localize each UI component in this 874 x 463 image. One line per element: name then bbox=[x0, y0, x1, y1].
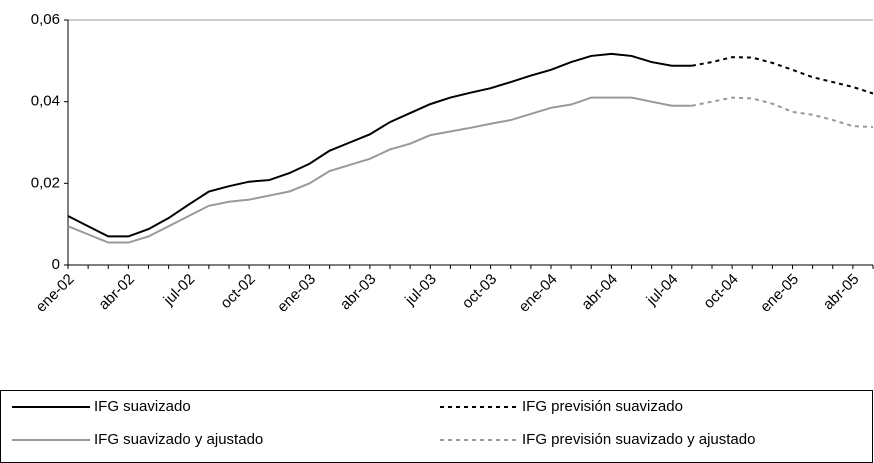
series-line bbox=[691, 56, 874, 95]
series-line bbox=[691, 96, 874, 128]
x-tick-label: jul-04 bbox=[643, 271, 682, 310]
x-tick-label: oct-03 bbox=[459, 271, 501, 313]
y-tick-label: 0 bbox=[52, 256, 60, 273]
x-tick-label: abr-04 bbox=[578, 271, 621, 314]
x-tick-label: ene-03 bbox=[274, 271, 319, 316]
y-tick-label: 0,02 bbox=[31, 174, 60, 191]
series-line bbox=[67, 52, 692, 238]
series-line bbox=[67, 96, 692, 244]
x-tick-label: ene-04 bbox=[516, 271, 561, 316]
x-tick-label: abr-05 bbox=[820, 271, 863, 314]
legend-label: IFG suavizado y ajustado bbox=[94, 431, 263, 448]
x-tick-label: abr-02 bbox=[95, 271, 138, 314]
y-tick-label: 0,06 bbox=[31, 11, 60, 28]
legend-label: IFG suavizado bbox=[94, 398, 191, 415]
x-tick-label: ene-02 bbox=[33, 271, 78, 316]
x-tick-label: ene-05 bbox=[757, 271, 802, 316]
x-tick-label: oct-02 bbox=[217, 271, 259, 313]
x-tick-label: oct-04 bbox=[700, 271, 742, 313]
x-tick-label: jul-02 bbox=[160, 271, 199, 310]
legend-label: IFG previsión suavizado bbox=[522, 398, 683, 415]
x-tick-label: abr-03 bbox=[337, 271, 380, 314]
x-tick-label: jul-03 bbox=[401, 271, 440, 310]
y-tick-label: 0,04 bbox=[31, 93, 60, 110]
legend-label: IFG previsión suavizado y ajustado bbox=[522, 431, 755, 448]
